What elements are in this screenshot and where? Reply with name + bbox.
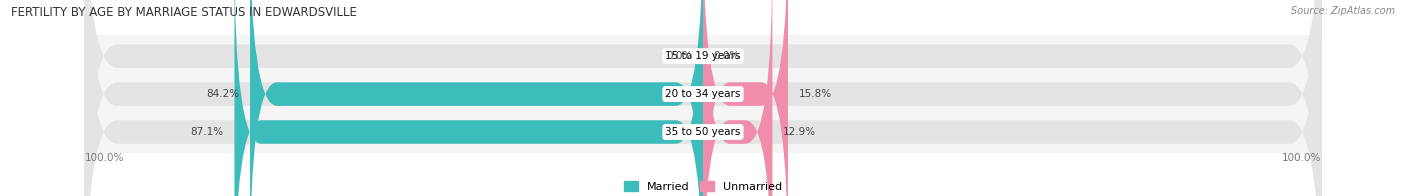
Text: FERTILITY BY AGE BY MARRIAGE STATUS IN EDWARDSVILLE: FERTILITY BY AGE BY MARRIAGE STATUS IN E… [11, 6, 357, 19]
Text: Source: ZipAtlas.com: Source: ZipAtlas.com [1291, 6, 1395, 16]
FancyBboxPatch shape [235, 0, 703, 196]
Text: 100.0%: 100.0% [1282, 152, 1322, 162]
FancyBboxPatch shape [84, 0, 1322, 196]
FancyBboxPatch shape [84, 0, 1322, 196]
Text: 0.0%: 0.0% [666, 51, 692, 61]
FancyBboxPatch shape [84, 0, 1322, 196]
Text: 84.2%: 84.2% [207, 89, 239, 99]
Text: 35 to 50 years: 35 to 50 years [665, 127, 741, 137]
Text: 15 to 19 years: 15 to 19 years [665, 51, 741, 61]
Text: 20 to 34 years: 20 to 34 years [665, 89, 741, 99]
Text: 0.0%: 0.0% [714, 51, 740, 61]
FancyBboxPatch shape [703, 0, 772, 196]
FancyBboxPatch shape [250, 0, 703, 196]
Text: 87.1%: 87.1% [191, 127, 224, 137]
Legend: Married, Unmarried: Married, Unmarried [624, 181, 782, 192]
FancyBboxPatch shape [703, 0, 787, 196]
Text: 15.8%: 15.8% [799, 89, 832, 99]
Text: 100.0%: 100.0% [84, 152, 124, 162]
Text: 12.9%: 12.9% [783, 127, 817, 137]
